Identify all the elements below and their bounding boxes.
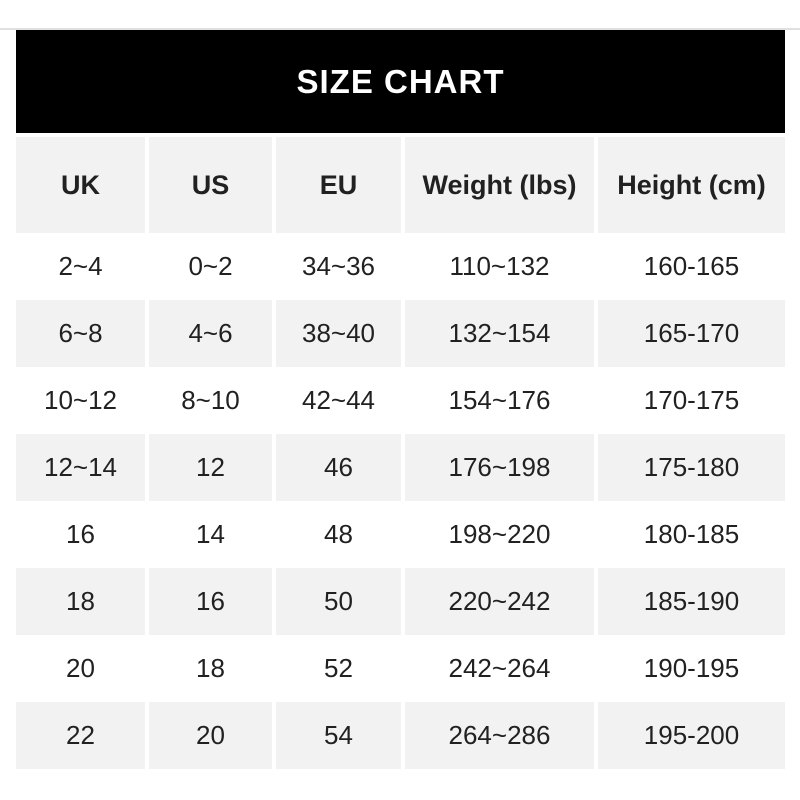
table-cell: 185-190 [598,568,785,635]
table-cell: 48 [324,519,353,549]
table-cell: 12~14 [16,434,145,501]
page-title: SIZE CHART [296,62,505,100]
table-cell: 165-170 [598,300,785,367]
table-cell: 42~44 [301,385,376,415]
table-cell: 54 [276,702,401,769]
table-cell: 8~10 [181,385,240,415]
column-header-us: US [149,137,272,233]
table-cell: 38~40 [276,300,401,367]
title-bar: SIZE CHART [16,30,785,133]
table-cell: 170-175 [643,385,740,415]
table-cell: 132~154 [405,300,594,367]
table-cell: 264~286 [405,702,594,769]
table-cell: 176~198 [405,434,594,501]
table-cell: 34~36 [301,251,376,281]
column-header-weight-lbs: Weight (lbs) [405,137,594,233]
table-cell: 10~12 [43,385,118,415]
table-cell: 220~242 [405,568,594,635]
table-cell: 12 [149,434,272,501]
table-cell: 16 [66,519,95,549]
table-cell: 16 [149,568,272,635]
table-cell: 50 [276,568,401,635]
table-cell: 110~132 [449,251,550,281]
table-cell: 14 [196,519,225,549]
table-cell: 46 [276,434,401,501]
table-cell: 180-185 [643,519,740,549]
table-cell: 6~8 [16,300,145,367]
table-cell: 4~6 [149,300,272,367]
column-header-height-cm: Height (cm) [598,137,785,233]
table-cell: 154~176 [448,385,551,415]
table-cell: 198~220 [448,519,551,549]
table-cell: 22 [16,702,145,769]
table-cell: 2~4 [58,251,103,281]
size-table: UK US EU Weight (lbs) Height (cm) 2~4 0~2 34~36… [16,137,785,769]
table-cell: 52 [324,653,353,683]
column-header-eu: EU [276,137,401,233]
table-cell: 20 [149,702,272,769]
table-cell: 190-195 [643,653,740,683]
table-cell: 175-180 [598,434,785,501]
column-header-uk: UK [16,137,145,233]
table-cell: 160-165 [643,251,740,281]
table-cell: 242~264 [448,653,551,683]
top-divider-line [0,28,800,30]
table-cell: 195-200 [598,702,785,769]
table-cell: 18 [16,568,145,635]
table-cell: 0~2 [188,251,233,281]
table-cell: 20 [66,653,95,683]
table-cell: 18 [196,653,225,683]
